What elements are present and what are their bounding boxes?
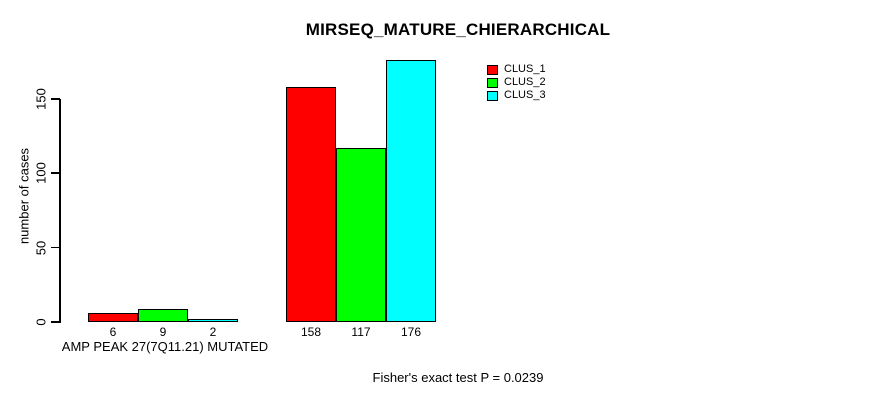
fisher-test-annotation: Fisher's exact test P = 0.0239 — [372, 370, 544, 385]
y-tick-label: 100 — [33, 162, 49, 185]
bar-clus_1-group1 — [88, 313, 138, 322]
legend-item-clus-3: CLUS_3 — [487, 89, 546, 102]
bar-value-label: 117 — [351, 325, 371, 339]
legend: CLUS_1 CLUS_2 CLUS_3 — [487, 63, 546, 102]
bar-clus_3-group1 — [188, 319, 238, 322]
y-axis-title: number of cases — [16, 147, 32, 245]
legend-item-clus-2: CLUS_2 — [487, 76, 546, 89]
legend-swatch-clus-3-icon — [487, 90, 498, 101]
bar-clus_2-group1 — [138, 309, 188, 322]
bar-value-label: 9 — [159, 325, 167, 339]
y-tick-mark — [51, 98, 60, 100]
legend-swatch-clus-1-icon — [487, 64, 498, 75]
legend-label: CLUS_2 — [504, 76, 546, 88]
y-tick-mark — [51, 246, 60, 249]
y-tick-label: 50 — [33, 240, 49, 255]
y-tick-label: 150 — [33, 87, 49, 110]
y-tick-mark — [51, 172, 60, 174]
bar-clus_1-group2 — [286, 87, 336, 322]
legend-label: CLUS_3 — [504, 89, 546, 101]
legend-swatch-clus-2-icon — [487, 77, 498, 88]
bar-value-label: 158 — [300, 325, 322, 339]
y-axis-line — [59, 99, 61, 323]
bar-clus_3-group2 — [386, 60, 436, 322]
legend-item-clus-1: CLUS_1 — [487, 63, 546, 76]
bar-value-label: 6 — [109, 325, 117, 339]
x-category-label: AMP PEAK 27(7Q11.21) MUTATED — [61, 339, 269, 354]
y-tick-mark — [51, 321, 60, 323]
bar-clus_2-group2 — [336, 148, 386, 322]
legend-label: CLUS_1 — [504, 63, 546, 75]
chart-title: MIRSEQ_MATURE_CHIERARCHICAL — [305, 20, 611, 39]
y-tick-label: 0 — [33, 318, 49, 326]
bar-value-label: 2 — [209, 325, 217, 339]
bar-value-label: 176 — [400, 325, 422, 339]
